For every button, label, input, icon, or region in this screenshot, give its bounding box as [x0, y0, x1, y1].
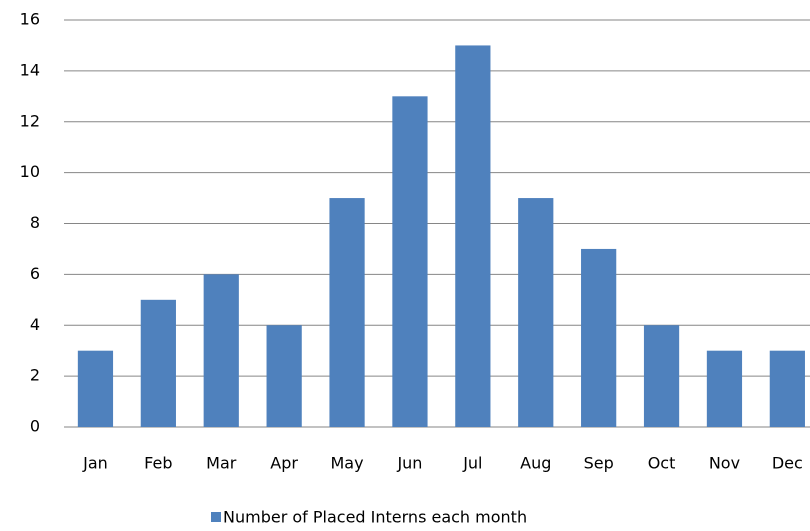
bar: [203, 274, 239, 427]
x-tick-label: Oct: [648, 454, 676, 473]
y-tick-label: 8: [30, 213, 40, 232]
y-tick-label: 10: [20, 162, 40, 181]
legend-swatch: [211, 512, 221, 522]
bar: [77, 350, 114, 427]
bar: [455, 45, 491, 427]
bar: [643, 325, 680, 427]
y-tick-label: 16: [20, 10, 40, 29]
bar: [706, 350, 743, 427]
y-tick-label: 12: [20, 111, 40, 130]
x-tick-label: May: [331, 454, 364, 473]
y-tick-label: 14: [20, 60, 40, 79]
x-tick-label: Dec: [772, 454, 803, 473]
y-tick-label: 6: [30, 264, 40, 283]
bar: [140, 299, 176, 427]
bar: [392, 96, 428, 427]
x-tick-label: Jan: [82, 454, 108, 473]
y-tick-label: 2: [30, 366, 40, 385]
x-tick-label: Apr: [270, 454, 298, 473]
y-tick-label: 0: [30, 417, 40, 436]
x-tick-label: Jul: [462, 454, 482, 473]
bar: [329, 198, 365, 427]
bar: [266, 325, 302, 427]
bar: [581, 248, 617, 427]
legend-label: Number of Placed Interns each month: [223, 508, 527, 527]
x-tick-label: Jun: [396, 454, 422, 473]
x-tick-label: Nov: [709, 454, 740, 473]
bar: [769, 350, 805, 427]
x-tick-label: Aug: [520, 454, 551, 473]
y-tick-label: 4: [30, 315, 40, 334]
x-tick-label: Feb: [144, 454, 172, 473]
x-tick-label: Sep: [584, 454, 614, 473]
x-tick-label: Mar: [206, 454, 237, 473]
bar: [518, 198, 554, 427]
